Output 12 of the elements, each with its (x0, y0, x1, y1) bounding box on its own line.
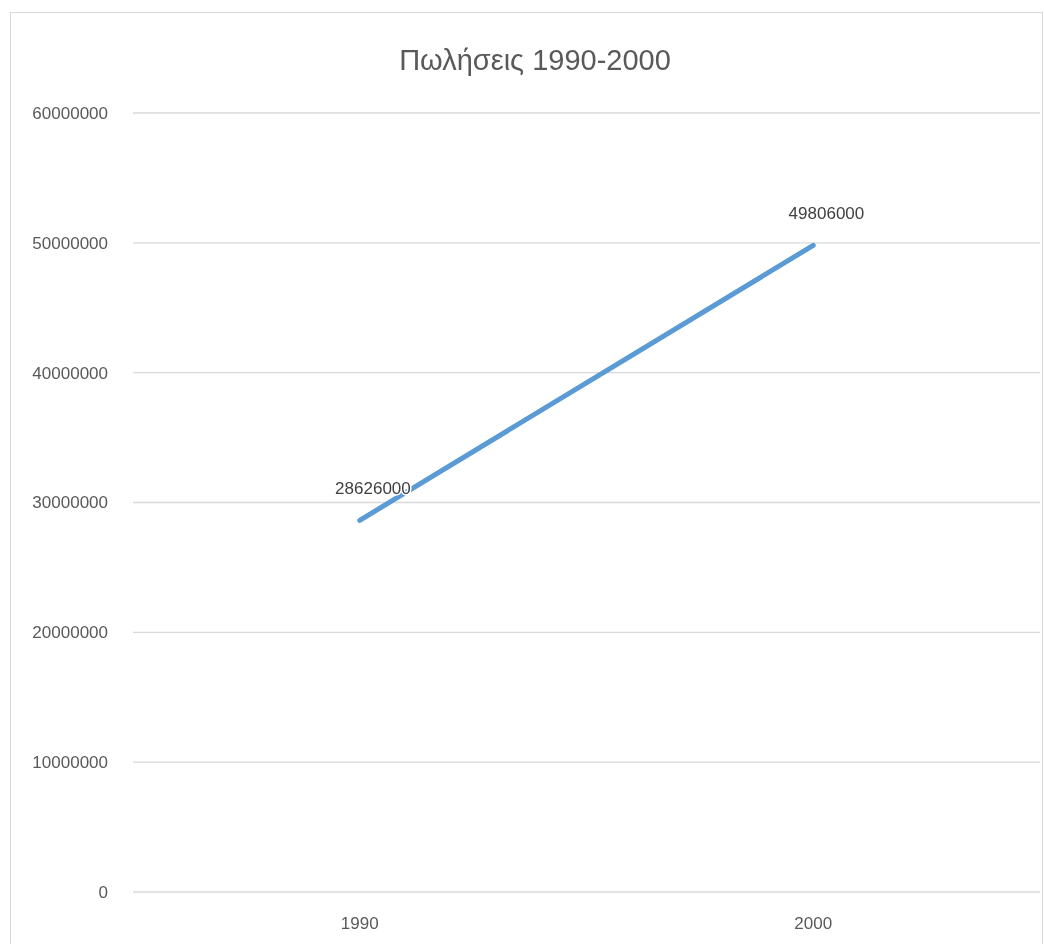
y-tick-label: 0 (98, 882, 108, 902)
y-tick-label: 30000000 (32, 493, 108, 513)
y-tick-label: 50000000 (32, 233, 108, 253)
y-tick-label: 60000000 (32, 103, 108, 123)
y-tick-label: 20000000 (32, 623, 108, 643)
x-tick-label: 2000 (794, 914, 833, 933)
chart-title: Πωλήσεις 1990-2000 (399, 44, 671, 76)
y-tick-label: 40000000 (32, 363, 108, 383)
x-tick-label: 1990 (340, 914, 379, 933)
data-label: 28626000 (335, 479, 411, 499)
y-tick-label: 10000000 (32, 753, 108, 773)
data-label: 49806000 (788, 204, 865, 224)
